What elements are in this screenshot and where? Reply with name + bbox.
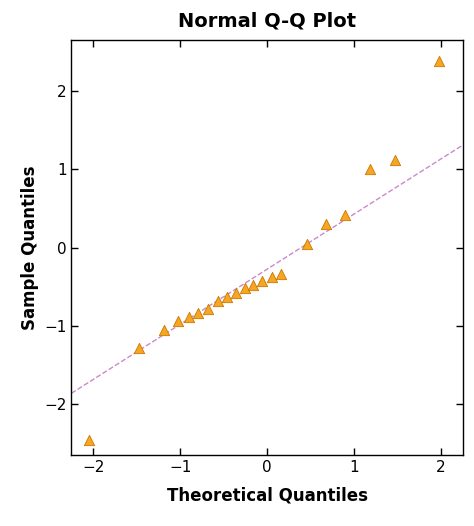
Point — [85, 436, 92, 444]
Point — [277, 269, 285, 278]
Point — [195, 309, 202, 317]
Point — [258, 276, 266, 285]
Point — [223, 293, 231, 301]
Point — [174, 316, 182, 325]
Point — [303, 239, 311, 248]
Point — [269, 272, 276, 281]
Point — [136, 344, 143, 352]
Point — [185, 312, 192, 321]
Y-axis label: Sample Quantiles: Sample Quantiles — [20, 166, 38, 330]
Point — [249, 281, 257, 289]
Point — [161, 326, 168, 334]
Point — [241, 284, 248, 292]
Point — [232, 289, 240, 297]
Point — [204, 305, 212, 313]
Point — [214, 297, 221, 305]
Title: Normal Q-Q Plot: Normal Q-Q Plot — [178, 11, 356, 30]
X-axis label: Theoretical Quantiles: Theoretical Quantiles — [167, 487, 368, 504]
Point — [322, 220, 330, 228]
Point — [391, 156, 399, 164]
Point — [366, 165, 374, 174]
Point — [435, 57, 442, 65]
Point — [342, 210, 349, 219]
